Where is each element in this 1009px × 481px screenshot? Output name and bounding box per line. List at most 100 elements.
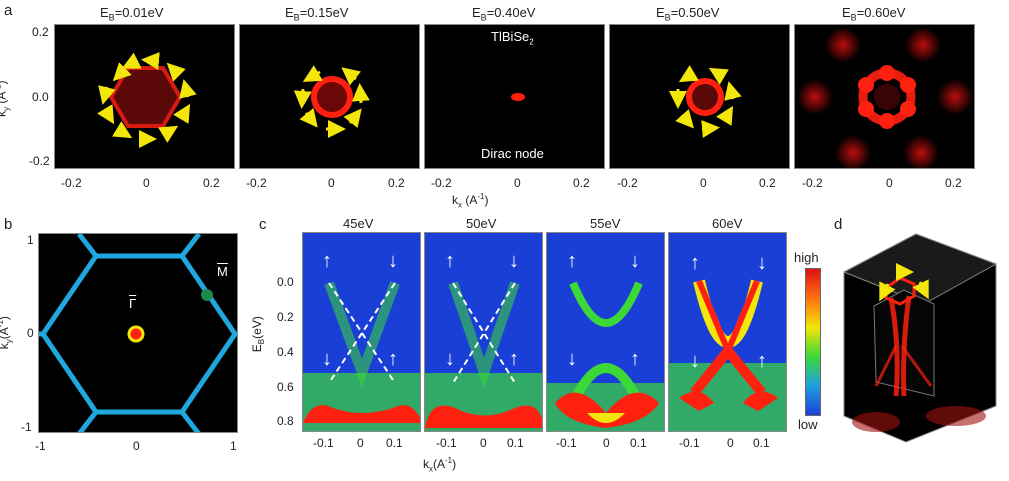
panel-c-title: 50eV (466, 216, 497, 231)
panel-c-xtick: 0.1 (630, 436, 647, 450)
panel-a-xtick: -0.2 (802, 176, 823, 190)
panel-a-title-5: EB=0.60eV (842, 5, 906, 23)
panel-b-xtick: -1 (35, 439, 46, 453)
spin-down-arrow: ↓ (388, 250, 398, 272)
panel-a-xtick: 0 (514, 176, 521, 190)
panel-a-xtick: -0.2 (431, 176, 452, 190)
panel-c-letter: c (259, 216, 267, 233)
spin-down-arrow: ↓ (567, 348, 577, 370)
colorbar-high-label: high (794, 250, 819, 265)
arpes-map-60ev (668, 232, 787, 432)
spin-up-arrow: ↑ (757, 350, 767, 372)
panel-a-ytick: -0.2 (29, 154, 50, 168)
panel-a-title-4: EB=0.50eV (656, 5, 720, 23)
fermi-map-0.60ev (794, 24, 975, 169)
spin-down-arrow: ↓ (509, 250, 519, 272)
panel-b-ytick: 0 (27, 326, 34, 340)
spin-arrows-3d (879, 263, 929, 302)
panel-a-xtick: 0.2 (388, 176, 405, 190)
panel-c-xlabel: kx(A-1) (423, 456, 457, 474)
spin-down-arrow: ↓ (757, 252, 767, 274)
spin-up-arrow: ↑ (445, 250, 455, 272)
fermi-map-0.01ev (54, 24, 235, 169)
spin-up-arrow: ↑ (690, 252, 700, 274)
panel-c-xtick: -0.1 (679, 436, 700, 450)
spin-up-arrow: ↑ (322, 250, 332, 272)
panel-c-xtick: 0 (603, 436, 610, 450)
panel-c-ylabel: EB(eV) (249, 316, 267, 353)
arpes-map-55ev (546, 232, 665, 432)
panel-c-xtick: 0 (357, 436, 364, 450)
constant-energy-contour (686, 78, 724, 116)
spin-down-arrow: ↓ (690, 350, 700, 372)
panel-d-letter: d (834, 216, 843, 233)
spin-up-arrow: ↑ (630, 348, 640, 370)
spin-up-arrow: ↑ (509, 348, 519, 370)
brillouin-zone-hexagon (39, 234, 237, 432)
panel-b-letter: b (4, 216, 13, 233)
panel-c-ytick: 0.8 (277, 414, 294, 428)
panel-a-letter: a (4, 2, 13, 19)
panel-a-xtick: 0 (143, 176, 150, 190)
spin-up-arrow: ↑ (567, 250, 577, 272)
panel-c-xtick: 0 (727, 436, 734, 450)
panel-c-xtick: 0 (480, 436, 487, 450)
arpes-map-50ev (424, 232, 543, 432)
panel-c-xtick: 0.1 (507, 436, 524, 450)
panel-a-xtick: 0.2 (203, 176, 220, 190)
panel-a-xtick: 0.2 (945, 176, 962, 190)
fermi-map-0.50ev (609, 24, 790, 169)
panel-a-xtick: -0.2 (61, 176, 82, 190)
spin-down-arrow: ↓ (322, 348, 332, 370)
panel-c-xtick: -0.1 (313, 436, 334, 450)
panel-b-ytick: 1 (27, 233, 34, 247)
panel-a-xlabel: kx (A-1) (452, 192, 489, 210)
spin-arrows (669, 65, 742, 138)
panel-a-xtick: 0 (328, 176, 335, 190)
m-label: M (217, 264, 228, 279)
panel-c-xtick: 0.1 (386, 436, 403, 450)
intensity-colorbar (805, 268, 821, 416)
fermi-map-0.40ev: TlBiSe2 Dirac node (424, 24, 605, 169)
panel-a-xtick: 0 (700, 176, 707, 190)
colorbar-low-label: low (798, 417, 818, 432)
panel-a-ytick: 0.2 (32, 25, 49, 39)
panel-b-ytick: -1 (21, 420, 32, 434)
arpes-map-45ev (302, 232, 421, 432)
panel-b-xtick: 0 (133, 439, 140, 453)
panel-c-xtick: -0.1 (436, 436, 457, 450)
panel-a-xtick: 0.2 (759, 176, 776, 190)
panel-c-title: 45eV (343, 216, 374, 231)
panel-a-xtick: 0.2 (573, 176, 590, 190)
panel-c-title: 55eV (590, 216, 621, 231)
panel-a-ytick: 0.0 (32, 90, 49, 104)
constant-energy-contour (108, 66, 183, 128)
m-point-marker (201, 289, 213, 301)
dirac-node-label: Dirac node (481, 146, 544, 161)
panel-a-xtick: 0 (886, 176, 893, 190)
panel-c-xtick: 0.1 (753, 436, 770, 450)
panel-c-ytick: 0.4 (277, 345, 294, 359)
fermi-map-0.15ev (239, 24, 420, 169)
spin-down-arrow: ↓ (630, 250, 640, 272)
panel-a-ylabel: ky (A-1) (0, 80, 11, 116)
spin-arrows (293, 65, 370, 138)
panel-a-xtick: -0.2 (617, 176, 638, 190)
panel-a-title-2: EB=0.15eV (285, 5, 349, 23)
panel-a-xtick: -0.2 (246, 176, 267, 190)
brillouin-zone-plot: Γ M (38, 233, 238, 433)
gamma-label: Γ (129, 296, 137, 311)
panel-c-ytick: 0.0 (277, 275, 294, 289)
compound-label: TlBiSe2 (491, 29, 534, 47)
panel-c-xtick: -0.1 (556, 436, 577, 450)
replica-blobs (797, 27, 973, 168)
constant-energy-contour (311, 76, 353, 118)
panel-a-title-1: EB=0.01eV (100, 5, 164, 23)
spin-down-arrow: ↓ (445, 348, 455, 370)
spin-arrows (97, 52, 197, 148)
panel-b-ylabel: ky(A-1) (0, 316, 14, 349)
panel-c-title: 60eV (712, 216, 743, 231)
3d-band-cube (836, 226, 1008, 446)
panel-a-title-3: EB=0.40eV (472, 5, 536, 23)
panel-b-xtick: 1 (230, 439, 237, 453)
